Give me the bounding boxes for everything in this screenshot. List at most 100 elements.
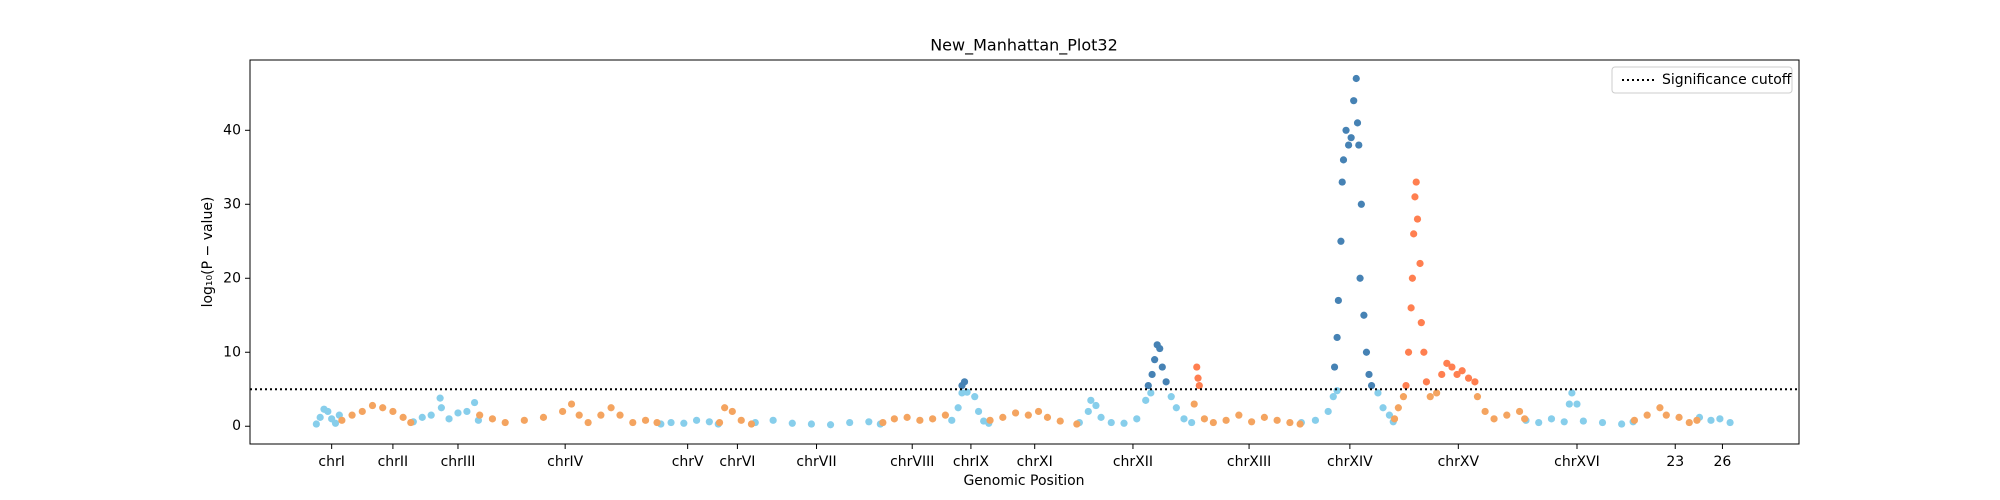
point [427, 411, 435, 419]
point [929, 415, 937, 423]
point [616, 411, 624, 419]
x-tick-label: chrVI [719, 454, 755, 470]
point [1630, 416, 1639, 424]
x-tick-label: chrVIII [890, 454, 934, 470]
point [597, 411, 605, 419]
point [1355, 141, 1363, 149]
point [607, 404, 615, 412]
point [1162, 378, 1170, 386]
point [1353, 119, 1362, 127]
point [1367, 381, 1376, 390]
point [1416, 259, 1424, 268]
point [1458, 367, 1466, 375]
point [488, 415, 497, 423]
point [575, 411, 583, 419]
point [1473, 393, 1482, 401]
point [1618, 420, 1626, 428]
point [312, 420, 320, 428]
point [1092, 401, 1100, 410]
point [1333, 333, 1341, 342]
point [1158, 363, 1166, 371]
point [1481, 407, 1489, 416]
point [418, 413, 426, 421]
point [890, 415, 898, 423]
point [331, 419, 340, 427]
point [1356, 274, 1364, 282]
point [1411, 193, 1419, 201]
point [653, 418, 661, 427]
point [1568, 389, 1576, 397]
point [1420, 348, 1428, 356]
point [1357, 200, 1365, 208]
point [316, 413, 324, 421]
point [1413, 215, 1422, 223]
point [1034, 407, 1043, 416]
point [641, 416, 650, 424]
point [971, 393, 979, 401]
point [1464, 374, 1473, 382]
point [1453, 370, 1461, 379]
point [1422, 378, 1431, 386]
point [1024, 411, 1032, 419]
point [846, 418, 854, 427]
point [1011, 409, 1020, 417]
point [807, 420, 816, 428]
x-tick-label: chrII [378, 454, 409, 470]
point [1656, 404, 1664, 412]
point [1362, 348, 1371, 356]
point [1194, 374, 1202, 382]
point [559, 407, 567, 416]
point [680, 419, 688, 427]
point [1324, 407, 1332, 416]
point [1107, 418, 1115, 427]
point [1443, 359, 1451, 367]
point [1084, 407, 1092, 416]
point [1433, 389, 1441, 397]
point [1399, 393, 1408, 401]
point [445, 415, 453, 423]
x-tick-label: chrIX [953, 454, 989, 470]
point [454, 409, 462, 417]
point [963, 388, 971, 396]
point [1195, 381, 1203, 390]
point [1330, 363, 1339, 371]
y-tick-label: 20 [223, 270, 241, 286]
point [948, 416, 956, 424]
point [520, 416, 528, 424]
point [1056, 417, 1064, 425]
point [1579, 417, 1587, 425]
point [1222, 416, 1230, 424]
point [721, 404, 729, 412]
point [1707, 416, 1715, 424]
point [1338, 178, 1346, 186]
point [960, 378, 969, 386]
x-tick-label: 26 [1714, 454, 1732, 470]
point [1379, 404, 1387, 412]
point [1643, 411, 1651, 419]
point [1347, 134, 1355, 142]
point [1390, 415, 1399, 423]
point [1260, 413, 1268, 421]
point [1133, 415, 1141, 423]
point [1142, 396, 1150, 404]
point [463, 407, 471, 416]
point [1515, 407, 1524, 416]
point [1565, 400, 1573, 408]
point [1144, 381, 1152, 390]
point [1560, 418, 1568, 426]
point [1598, 418, 1607, 427]
point [1394, 404, 1402, 412]
point [1273, 416, 1281, 424]
point [705, 418, 713, 426]
point [692, 416, 701, 424]
y-tick-label: 0 [232, 418, 241, 434]
point [1404, 348, 1413, 356]
point [1547, 415, 1556, 423]
point [1148, 370, 1156, 379]
point [1156, 344, 1164, 353]
point [879, 418, 887, 427]
x-tick-label: chrXII [1113, 454, 1153, 470]
point [338, 416, 346, 424]
x-tick-label: chrXI [1017, 454, 1053, 470]
x-axis-label: Genomic Position [963, 473, 1084, 489]
